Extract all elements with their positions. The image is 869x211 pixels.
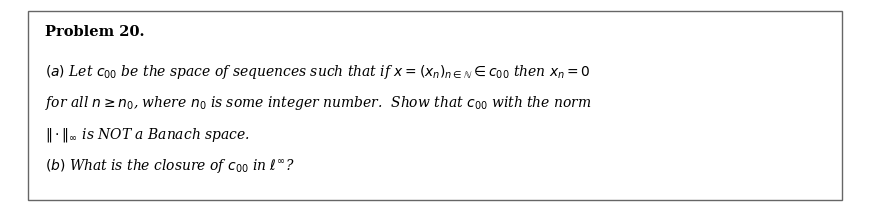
- Text: for all $n \geq n_0$, where $n_0$ is some integer number.  Show that $c_{00}$ wi: for all $n \geq n_0$, where $n_0$ is som…: [45, 94, 591, 112]
- Text: Problem 20.: Problem 20.: [45, 25, 144, 39]
- FancyBboxPatch shape: [28, 11, 841, 200]
- Text: $(a)$ Let $c_{00}$ be the space of sequences such that if $x = (x_n)_{n\in\mathb: $(a)$ Let $c_{00}$ be the space of seque…: [45, 63, 590, 81]
- Text: $(b)$ What is the closure of $c_{00}$ in $\ell^\infty$?: $(b)$ What is the closure of $c_{00}$ in…: [45, 157, 295, 175]
- Text: $\|\cdot\|_\infty$ is NOT a Banach space.: $\|\cdot\|_\infty$ is NOT a Banach space…: [45, 126, 249, 143]
